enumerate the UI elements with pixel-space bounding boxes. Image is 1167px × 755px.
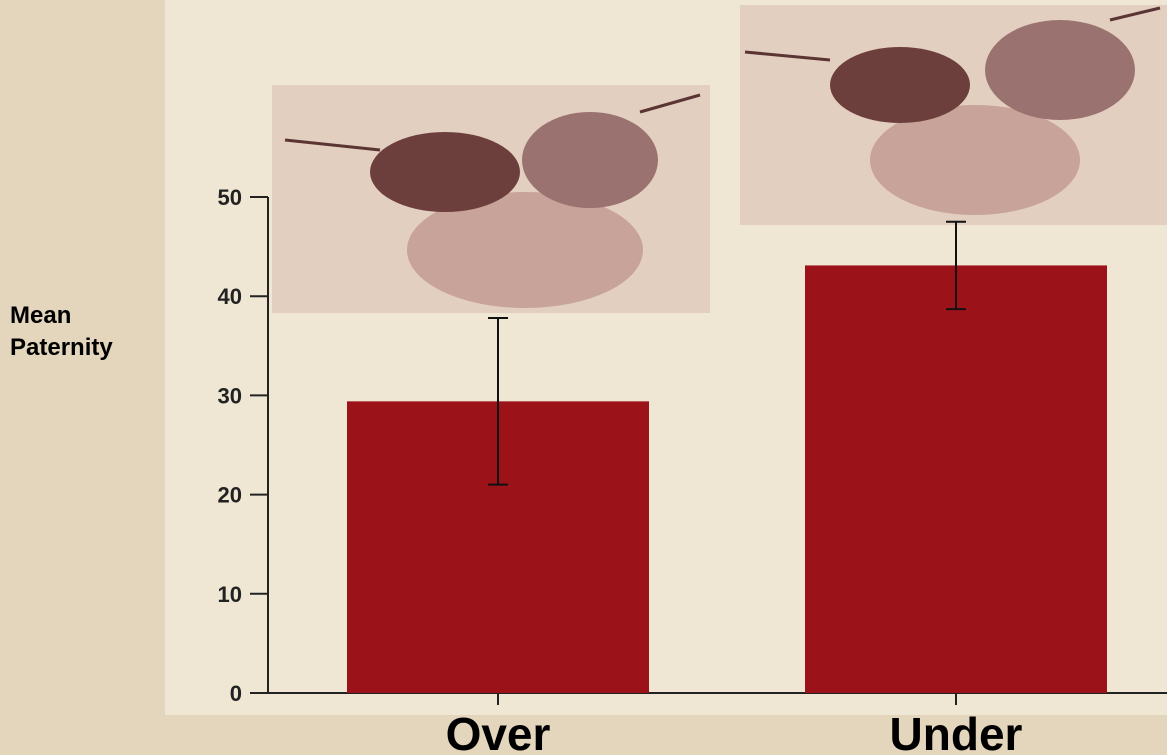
y-tick-label: 50: [218, 185, 242, 210]
y-tick-label: 40: [218, 284, 242, 309]
crab-illustration-left: [272, 85, 710, 313]
y-tick-label: 0: [230, 681, 242, 706]
y-axis-label: Mean Paternity: [10, 300, 130, 364]
y-tick-label: 30: [218, 383, 242, 408]
bar: [805, 265, 1107, 693]
crab-illustration-right: [740, 5, 1167, 225]
x-tick-label: Under: [890, 708, 1023, 755]
y-tick-label: 20: [218, 483, 242, 508]
x-tick-label: Over: [446, 708, 551, 755]
chart: 0 10 20 30 40 50 Over Under: [0, 0, 1167, 755]
y-tick-label: 10: [218, 582, 242, 607]
slide: 0 10 20 30 40 50 Over Under Mean Paternity: [0, 0, 1167, 755]
